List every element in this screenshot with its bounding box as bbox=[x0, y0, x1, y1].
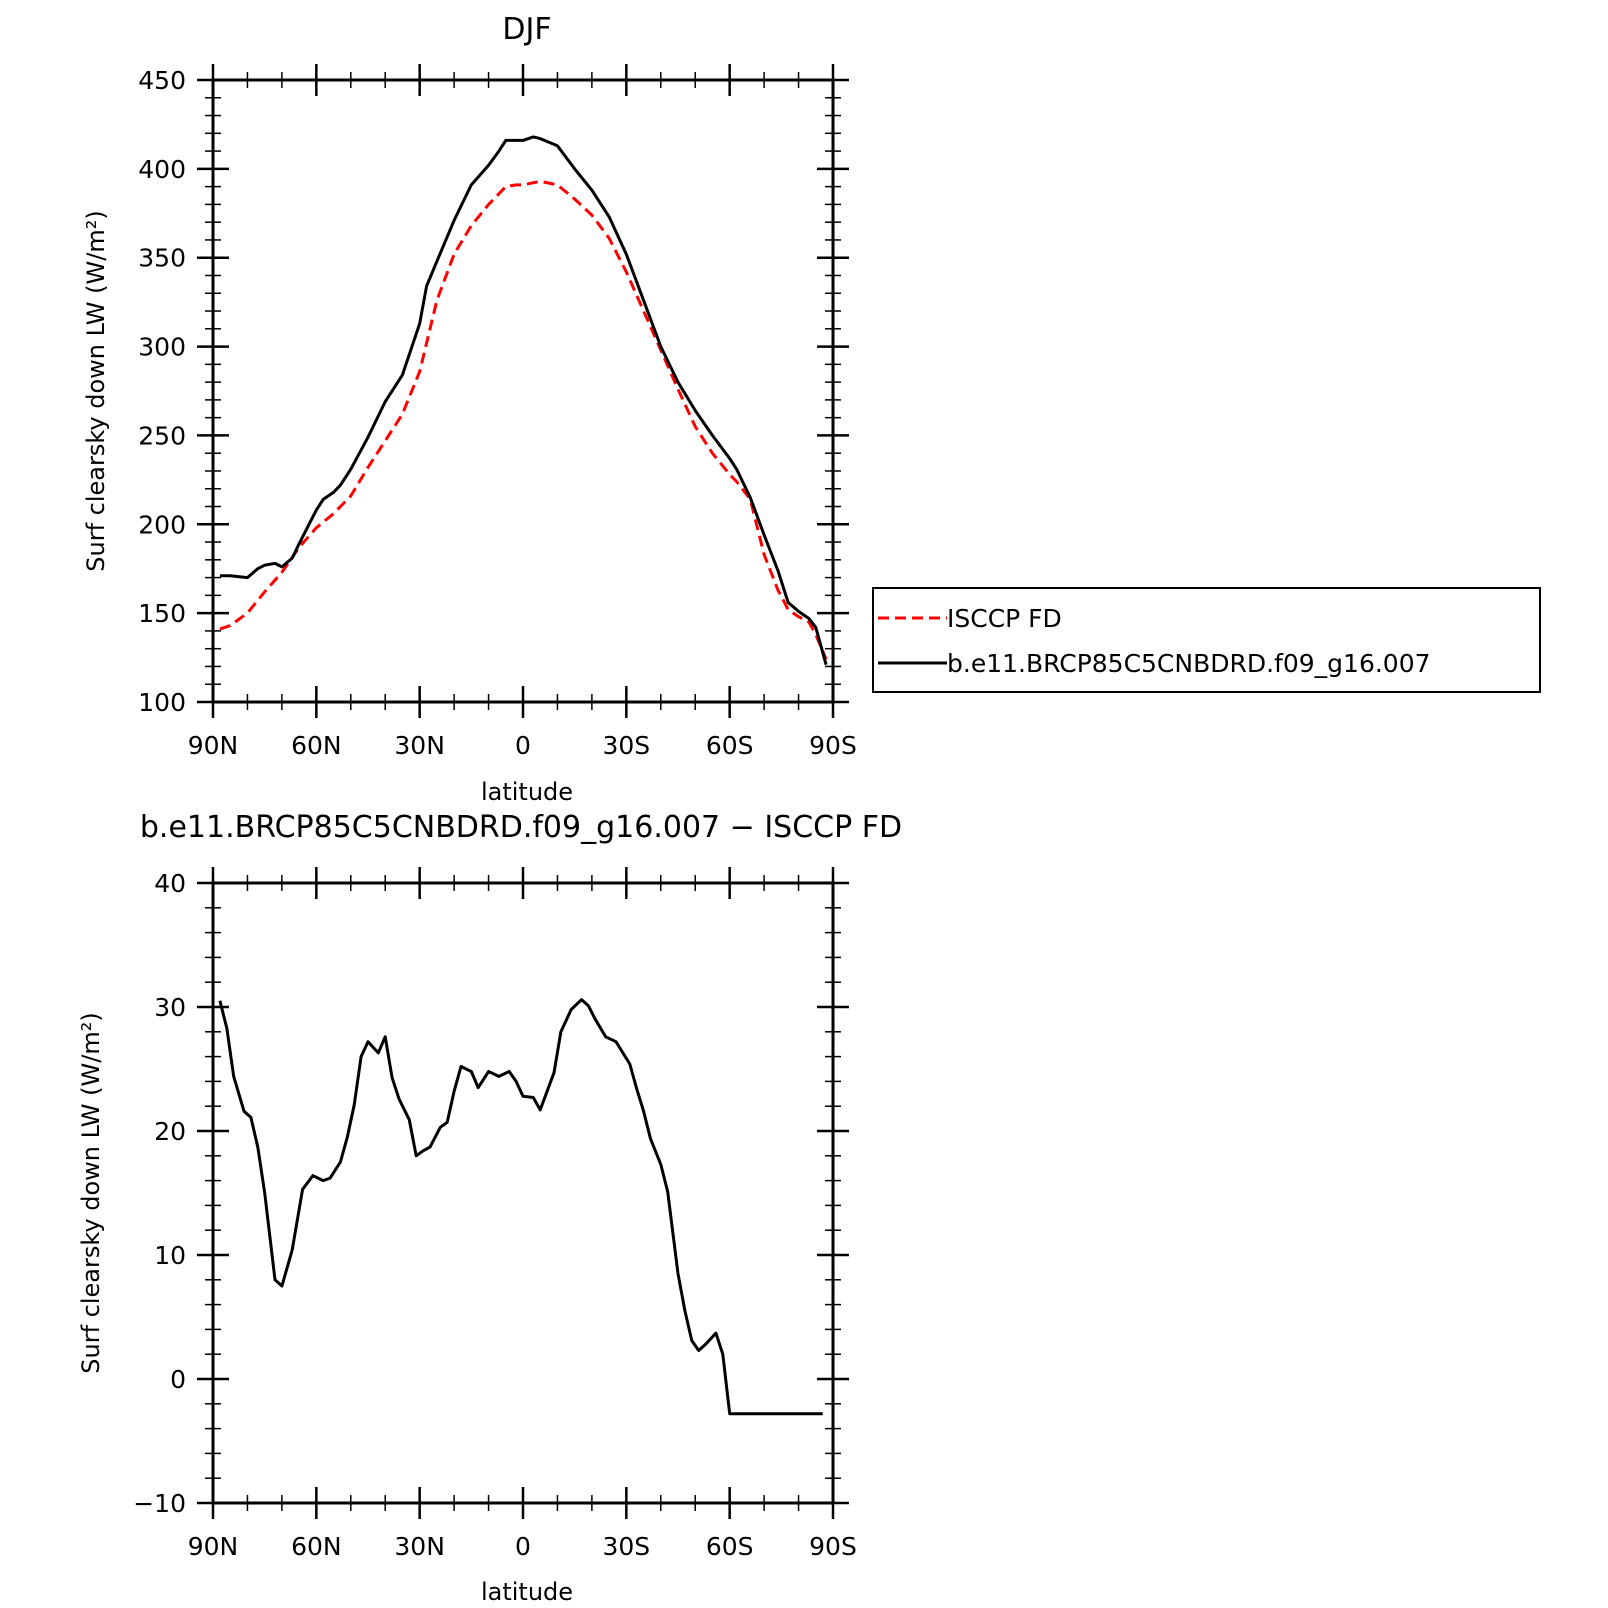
bottom-y-axis-label: Surf clearsky down LW (W/m²) bbox=[77, 1012, 105, 1373]
top-x-tick-label: 90S bbox=[809, 731, 857, 760]
bottom-y-tick-label: 30 bbox=[154, 993, 186, 1022]
top-series-line-0 bbox=[219, 179, 828, 660]
bottom-y-tick-label: 0 bbox=[170, 1365, 186, 1394]
top-y-tick-label: 300 bbox=[138, 333, 186, 362]
bottom-y-tick-label: 40 bbox=[154, 869, 186, 898]
top-x-tick-label: 60N bbox=[291, 731, 342, 760]
bottom-x-tick-label: 60S bbox=[706, 1532, 754, 1561]
top-y-tick-label: 450 bbox=[138, 66, 186, 95]
bottom-panel: b.e11.BRCP85C5CNBDRD.f09_g16.007 − ISCCP… bbox=[77, 810, 902, 1606]
top-series-line-1 bbox=[219, 135, 828, 666]
bottom-y-tick-label: 10 bbox=[154, 1241, 186, 1270]
top-series-layer bbox=[219, 135, 828, 666]
top-y-tick-label: 150 bbox=[138, 599, 186, 628]
top-plot-frame bbox=[211, 78, 835, 704]
bottom-x-tick-label: 60N bbox=[291, 1532, 342, 1561]
top-y-tick-label: 250 bbox=[138, 421, 186, 450]
top-x-tick-label: 90N bbox=[188, 731, 239, 760]
bottom-series-line-0 bbox=[218, 998, 823, 1416]
bottom-y-tick-label: −10 bbox=[133, 1489, 186, 1518]
top-x-tick-label: 30S bbox=[602, 731, 650, 760]
legend-box bbox=[872, 587, 1541, 693]
top-x-axis-label: latitude bbox=[481, 778, 573, 806]
top-y-tick-label: 100 bbox=[138, 688, 186, 717]
bottom-chart-title: b.e11.BRCP85C5CNBDRD.f09_g16.007 − ISCCP… bbox=[140, 810, 902, 845]
top-y-tick-label: 200 bbox=[138, 510, 186, 539]
bottom-x-tick-label: 90S bbox=[809, 1532, 857, 1561]
bottom-ticks-layer: −10 0 10 20 30 40 90N 60N 30N 0 30S 60S 90S bbox=[133, 867, 857, 1561]
bottom-y-tick-label: 20 bbox=[154, 1117, 186, 1146]
legend-label-model: b.e11.BRCP85C5CNBDRD.f09_g16.007 bbox=[947, 649, 1431, 678]
bottom-x-tick-label: 30S bbox=[602, 1532, 650, 1561]
top-chart-title: DJF bbox=[502, 12, 551, 47]
bottom-series-layer bbox=[218, 998, 823, 1416]
top-ticks-layer: 100 150 200 250 300 350 400 450 90N 60N 30N 0 30S 60S… bbox=[138, 64, 857, 760]
bottom-x-tick-label: 90N bbox=[188, 1532, 239, 1561]
top-y-tick-label: 350 bbox=[138, 244, 186, 273]
top-y-axis-label: Surf clearsky down LW (W/m²) bbox=[82, 210, 110, 571]
top-panel: DJF 100 150 200 250 300 350 400 450 90N 60N 30N 0 30… bbox=[82, 12, 1541, 806]
bottom-x-axis-label: latitude bbox=[481, 1578, 573, 1606]
bottom-x-tick-label: 0 bbox=[515, 1532, 531, 1561]
top-x-tick-label: 60S bbox=[706, 731, 754, 760]
top-y-tick-label: 400 bbox=[138, 155, 186, 184]
legend-label-isccp: ISCCP FD bbox=[947, 604, 1062, 633]
bottom-plot-frame bbox=[211, 881, 835, 1505]
bottom-x-tick-label: 30N bbox=[394, 1532, 445, 1561]
legend: ISCCP FD b.e11.BRCP85C5CNBDRD.f09_g16.00… bbox=[872, 587, 1541, 693]
top-x-tick-label: 0 bbox=[515, 731, 531, 760]
top-x-tick-label: 30N bbox=[394, 731, 445, 760]
